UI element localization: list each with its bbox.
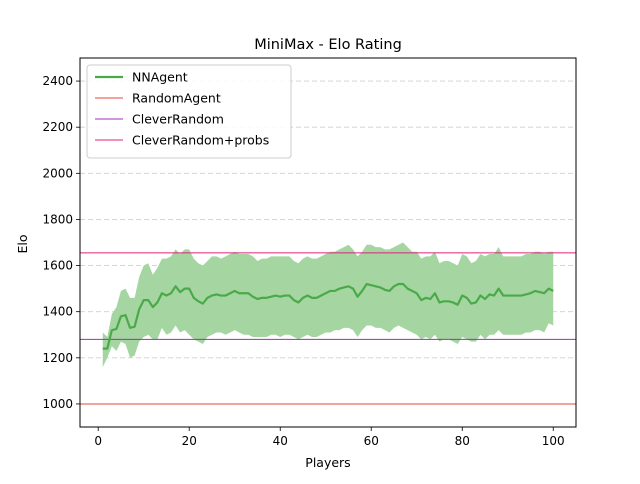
x-tick-label: 100 (542, 434, 565, 448)
y-tick-label: 1600 (42, 259, 73, 273)
legend: NNAgent RandomAgent CleverRandom CleverRand… (86, 64, 292, 159)
y-tick-label: 1800 (42, 212, 73, 226)
y-tick-label: 1200 (42, 351, 73, 365)
series-line-nnagent (102, 282, 554, 350)
legend-box (86, 64, 292, 159)
chart-title: MiniMax - Elo Rating (254, 37, 402, 53)
y-tick-label: 2000 (42, 166, 73, 180)
legend-label: NNAgent (132, 70, 188, 85)
x-axis-ticks: 0 20 40 60 80 100 (94, 427, 565, 448)
x-tick-label: 20 (182, 434, 197, 448)
x-tick-label: 0 (94, 434, 102, 448)
x-axis-label: Players (305, 455, 350, 470)
x-tick-label: 80 (455, 434, 470, 448)
y-axis-ticks: 1000 1200 1400 1600 1800 2000 2200 2400 (42, 74, 80, 411)
x-tick-label: 60 (364, 434, 379, 448)
x-tick-label: 40 (273, 434, 288, 448)
plot-frame (79, 57, 577, 428)
y-axis-label: Elo (15, 234, 30, 253)
reference-lines (80, 252, 576, 405)
legend-label: CleverRandom (132, 112, 224, 127)
legend-label: RandomAgent (132, 91, 221, 106)
series-lines (102, 282, 554, 350)
y-tick-label: 1400 (42, 305, 73, 319)
confidence-band-nnagent (102, 242, 554, 368)
y-tick-label: 2400 (42, 74, 73, 88)
y-tick-label: 2200 (42, 120, 73, 134)
y-tick-label: 1000 (42, 397, 73, 411)
band-layer (102, 242, 554, 368)
legend-label: CleverRandom+probs (132, 133, 269, 148)
